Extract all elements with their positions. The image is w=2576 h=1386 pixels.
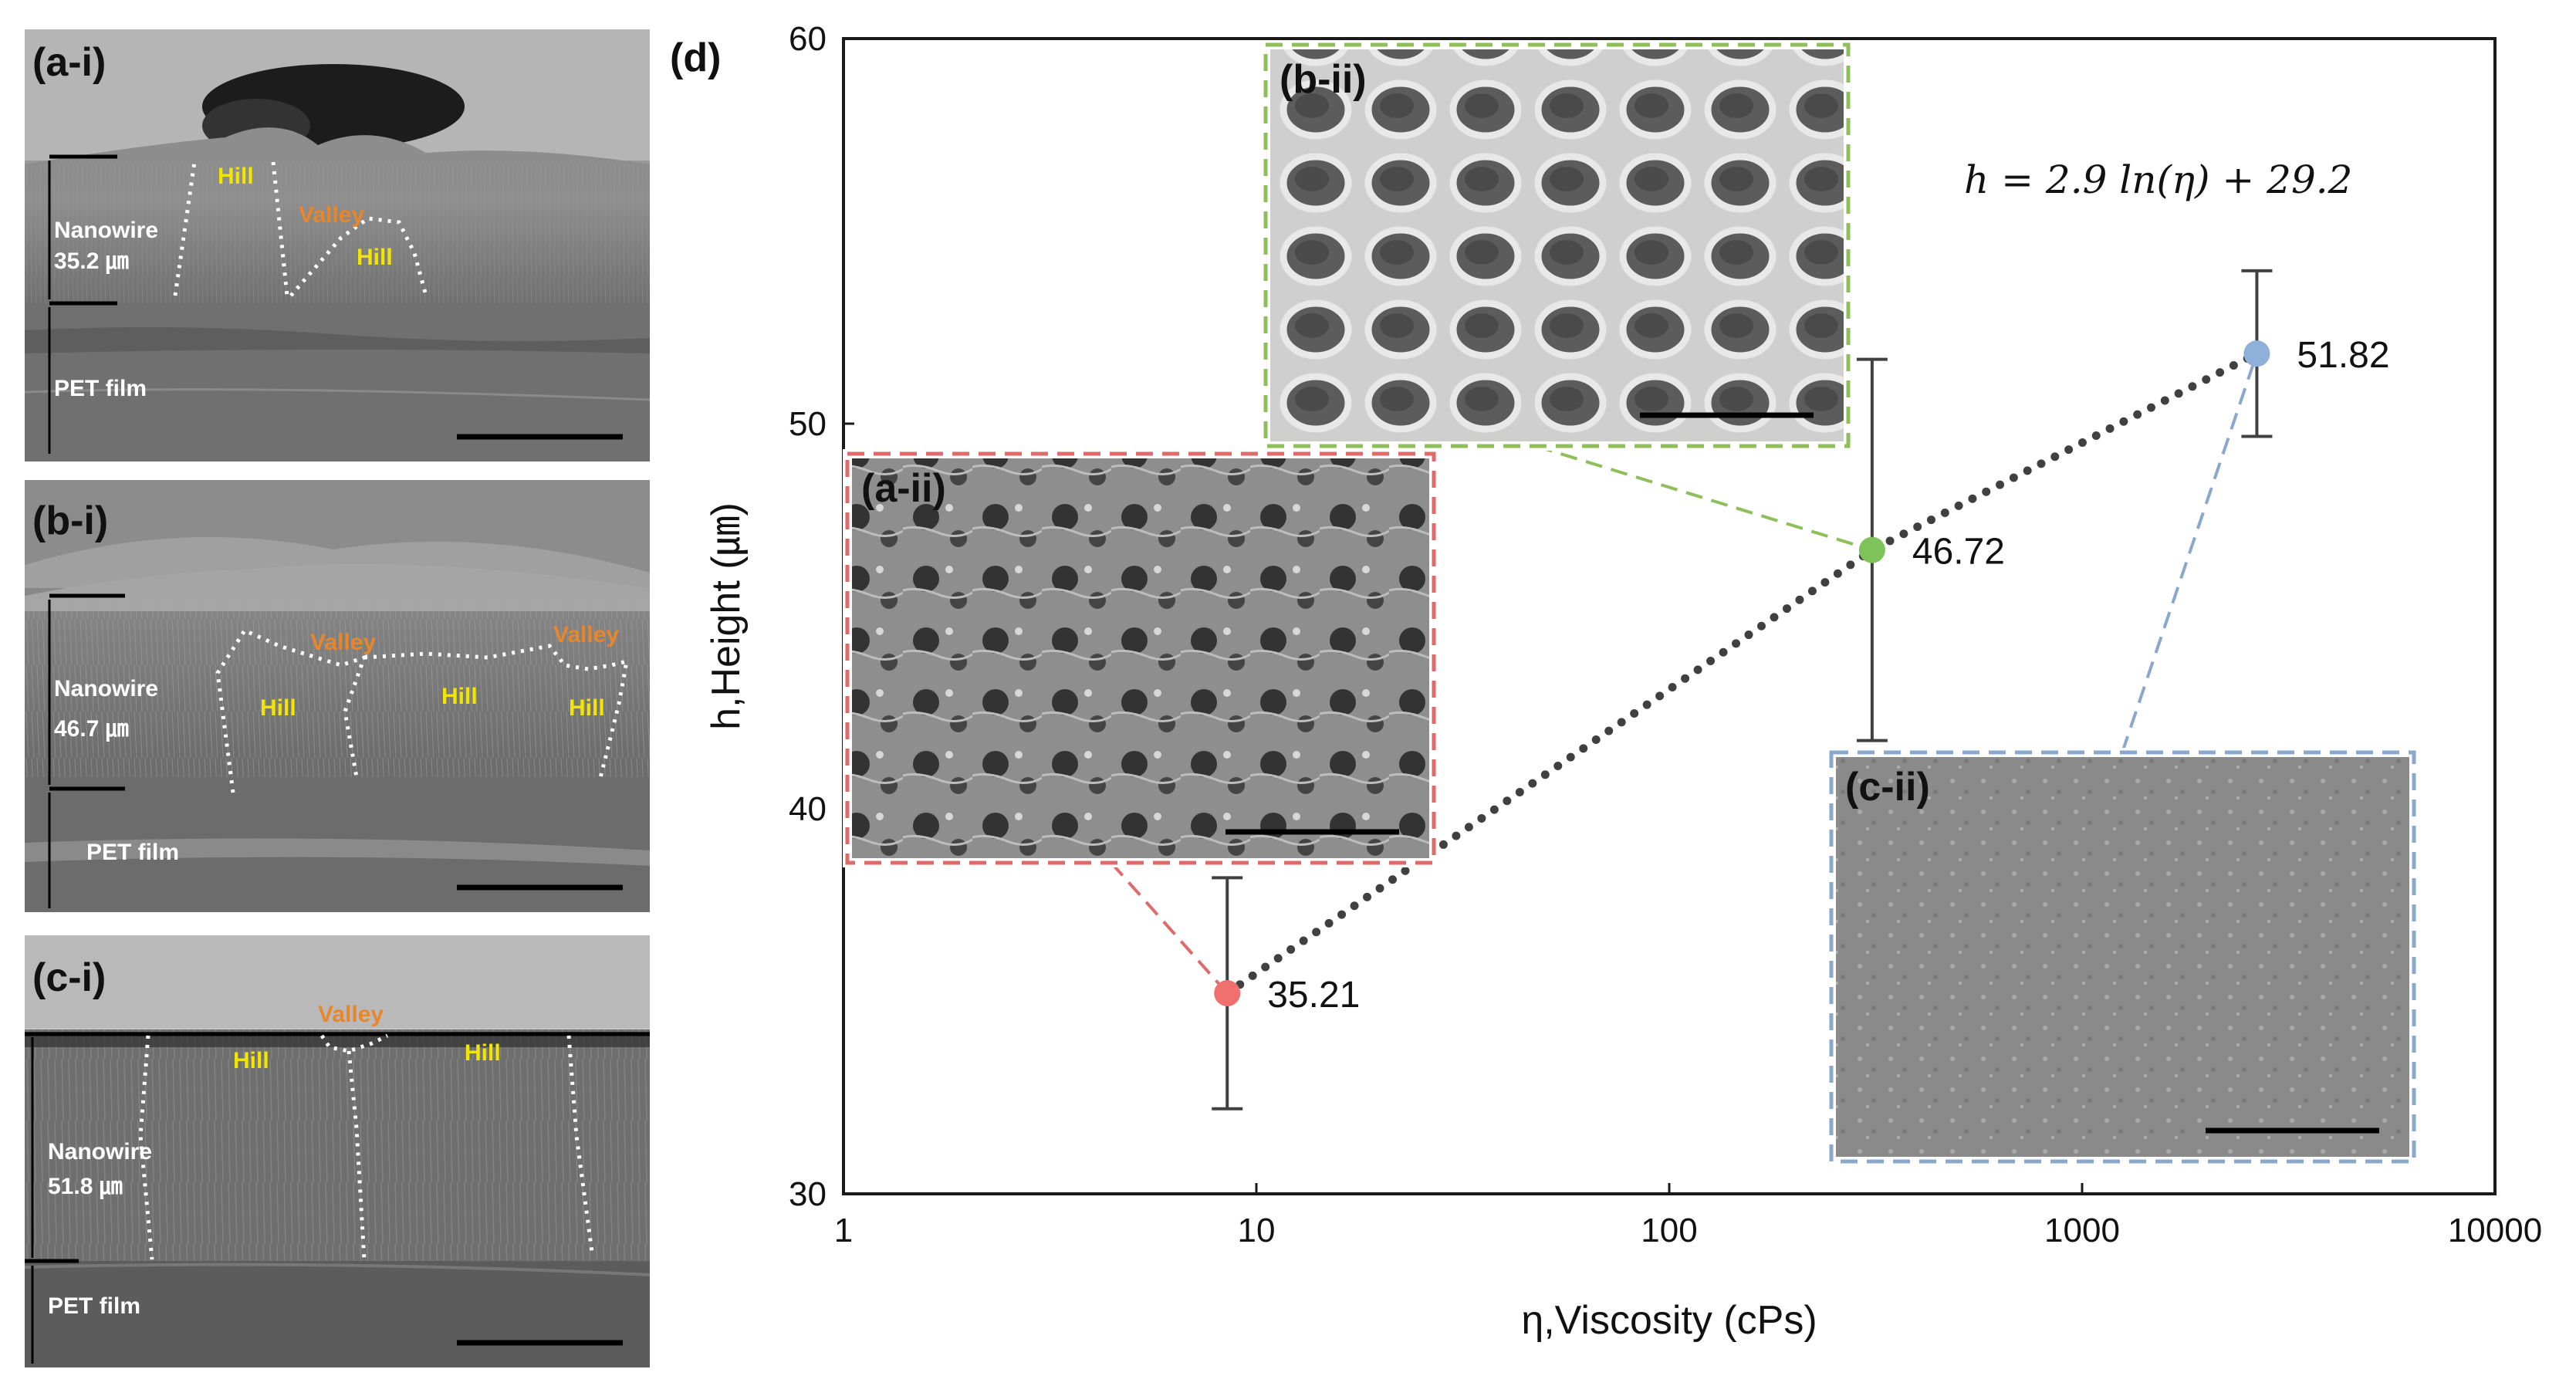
panel-label-a-i: (a-i): [32, 40, 106, 85]
sem-cross-section-a: (a-i) Hill Valley Hill Nanowire 35.2 ㎛ P…: [25, 29, 650, 461]
inset-backdrop: [1261, 40, 1853, 451]
inset-backdrop: [1827, 748, 2419, 1166]
hill-label: Hill: [218, 164, 254, 189]
inset-label: (c-ii): [1845, 765, 1930, 810]
point-value-label: 46.72: [1912, 532, 2005, 573]
thickness-label: 51.8 ㎛: [48, 1174, 123, 1200]
sem-insets: (b-ii) (a-ii) (c-ii): [843, 40, 2419, 1166]
sem-panel-a-i: (a-i) Hill Valley Hill Nanowire 35.2 ㎛ P…: [25, 29, 650, 461]
sem-panel-c-i: (c-i) Valley Hill Hill Nanowire 51.8 ㎛ P…: [25, 935, 650, 1367]
inset-b-ii: (b-ii): [1261, 40, 1853, 451]
data-point: 46.72: [1856, 357, 2005, 742]
valley-label: Valley: [299, 202, 364, 228]
valley-label: Valley: [318, 1002, 384, 1027]
hill-label: Hill: [441, 684, 478, 709]
hill-label: Hill: [233, 1048, 269, 1073]
x-axis-label: η,Viscosity (cPs): [1521, 1298, 1817, 1343]
panel-label-d: (d): [670, 35, 721, 80]
valley-label: Valley: [310, 630, 376, 655]
point-value-label: 35.21: [1267, 975, 1360, 1016]
data-points: 35.21 46.72 51.82: [1212, 269, 2390, 1110]
point-marker: [1214, 980, 1241, 1007]
inset-border: [845, 451, 1436, 865]
fit-equation: h = 2.9 ln(η) + 29.2: [1964, 157, 2352, 202]
y-tick-label: 40: [789, 790, 827, 828]
inset-border: [1829, 750, 2416, 1164]
connector-b-ii: [1535, 445, 1873, 552]
panel-label-c-i: (c-i): [32, 955, 106, 1000]
inset-image: [1270, 49, 1844, 441]
y-tick-label: 50: [789, 405, 827, 443]
inset-backdrop: [843, 449, 1438, 867]
x-tick-label: 1000: [2044, 1212, 2120, 1249]
inset-label: (b-ii): [1280, 57, 1367, 102]
nanowire-label: Nanowire: [54, 218, 158, 243]
sem-cross-section-c: (c-i) Valley Hill Hill Nanowire 51.8 ㎛ P…: [25, 935, 650, 1367]
panel-label-b-i: (b-i): [32, 499, 108, 543]
substrate-label: PET film: [48, 1293, 140, 1319]
inset-connectors: [1110, 353, 2259, 995]
plot-area: [842, 37, 2497, 1195]
y-axis-label: h,Height (㎛): [704, 502, 749, 730]
fit-dotted-line: [1222, 349, 2261, 998]
point-marker: [1858, 536, 1885, 563]
hill-label: Hill: [465, 1040, 501, 1066]
inset-image: [852, 458, 1429, 858]
connector-a-ii: [1110, 861, 1229, 995]
hill-label: Hill: [260, 695, 296, 721]
inset-a-ii: (a-ii): [843, 449, 1438, 867]
inset-label: (a-ii): [861, 466, 946, 511]
valley-label: Valley: [553, 622, 619, 647]
x-tick-label: 10000: [2448, 1212, 2542, 1249]
substrate-label: PET film: [86, 840, 179, 865]
y-tick-label: 30: [789, 1175, 827, 1213]
data-point: 35.21: [1212, 876, 1360, 1110]
inset-image: [1836, 757, 2409, 1157]
data-point: 51.82: [2241, 269, 2390, 438]
sem-panel-b-i: (b-i) Valley Valley Hill Hill Hill Nanow…: [25, 480, 650, 912]
axis-ticks: 1 10 100 1000 10000 30 40 50 60: [789, 20, 2542, 1249]
hill-label: Hill: [357, 245, 393, 270]
x-tick-label: 1: [834, 1212, 853, 1249]
hill-label: Hill: [569, 695, 605, 721]
fit-curve: [1222, 349, 2261, 998]
x-tick-label: 100: [1641, 1212, 1697, 1249]
substrate-label: PET film: [54, 376, 147, 401]
nanowire-label: Nanowire: [48, 1139, 152, 1165]
sem-cross-section-b: (b-i) Valley Valley Hill Hill Hill Nanow…: [25, 480, 650, 912]
nanowire-label: Nanowire: [54, 676, 158, 701]
y-tick-label: 60: [789, 20, 827, 58]
point-value-label: 51.82: [2297, 335, 2389, 376]
point-marker: [2243, 340, 2270, 367]
inset-c-ii: (c-ii): [1827, 748, 2419, 1166]
inset-border: [1263, 42, 1851, 448]
connector-c-ii: [2121, 353, 2259, 753]
thickness-label: 35.2 ㎛: [54, 248, 129, 275]
x-tick-label: 10: [1238, 1212, 1276, 1249]
thickness-label: 46.7 ㎛: [54, 716, 129, 742]
